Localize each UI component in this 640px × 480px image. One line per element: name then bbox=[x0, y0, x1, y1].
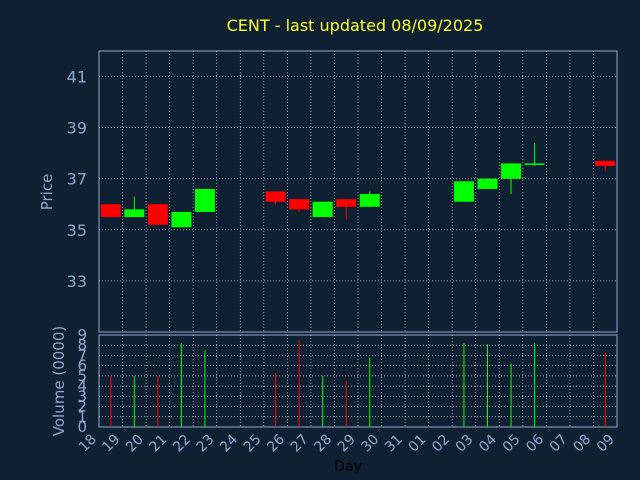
volume-tick-label: 7 bbox=[77, 346, 87, 364]
x-tick-label: 08 bbox=[570, 432, 594, 456]
candle-body bbox=[289, 199, 310, 210]
candle-body bbox=[595, 160, 616, 166]
x-tick-label: 05 bbox=[500, 432, 524, 456]
price-tick-label: 37 bbox=[67, 170, 87, 189]
volume-tick-label: 4 bbox=[77, 377, 87, 395]
price-tick-label: 41 bbox=[67, 68, 87, 87]
x-tick-label: 06 bbox=[523, 431, 547, 455]
volume-tick-label: 8 bbox=[77, 336, 87, 354]
price-tick-label: 39 bbox=[67, 119, 87, 138]
volume-tick-label: 6 bbox=[77, 357, 87, 375]
volume-panel bbox=[98, 334, 618, 428]
x-tick-label: 28 bbox=[311, 432, 335, 456]
candle-body bbox=[312, 201, 333, 218]
x-tick-label: 01 bbox=[406, 432, 430, 456]
x-tick-label: 30 bbox=[358, 432, 382, 456]
candle-body bbox=[453, 181, 474, 202]
x-tick-label: 09 bbox=[594, 432, 618, 456]
volume-tick-label: 2 bbox=[77, 398, 87, 416]
volume-tick-label: 0 bbox=[77, 418, 87, 436]
x-tick-label: 02 bbox=[429, 432, 453, 456]
x-tick-label: 26 bbox=[264, 431, 288, 455]
x-tick-label: 20 bbox=[123, 432, 147, 456]
candle-body bbox=[100, 204, 121, 218]
x-tick-label: 31 bbox=[382, 432, 406, 456]
price-tick-label: 33 bbox=[67, 272, 87, 291]
candle-body bbox=[336, 199, 357, 207]
x-tick-label: 27 bbox=[288, 432, 312, 456]
price-axis-label: Price bbox=[38, 174, 56, 211]
x-tick-label: 23 bbox=[194, 432, 218, 456]
candle-body bbox=[171, 211, 192, 228]
x-tick-label: 19 bbox=[99, 432, 123, 456]
price-panel bbox=[98, 50, 618, 333]
x-tick-label: 22 bbox=[170, 432, 194, 456]
x-tick-label: 07 bbox=[547, 432, 571, 456]
candle-body bbox=[524, 163, 545, 165]
x-tick-label: 04 bbox=[476, 431, 500, 455]
x-axis-label: Day bbox=[334, 459, 362, 475]
price-tick-label: 35 bbox=[67, 221, 87, 240]
candle-body bbox=[359, 194, 380, 207]
volume-tick-label: 5 bbox=[77, 367, 87, 385]
candle-body bbox=[501, 163, 522, 179]
candle-body bbox=[124, 209, 145, 218]
candle-body bbox=[147, 204, 168, 225]
x-tick-label: 25 bbox=[241, 432, 265, 456]
volume-tick-label: 3 bbox=[77, 387, 87, 405]
x-tick-label: 29 bbox=[335, 432, 359, 456]
chart-title: CENT - last updated 08/09/2025 bbox=[227, 16, 484, 35]
volume-axis-label: Volume (0000) bbox=[50, 326, 68, 436]
x-tick-label: 03 bbox=[453, 432, 477, 456]
candle-body bbox=[265, 191, 286, 202]
candle-body bbox=[194, 188, 215, 212]
volume-tick-label: 1 bbox=[77, 408, 87, 426]
x-tick-label: 21 bbox=[147, 432, 171, 456]
candle-body bbox=[477, 178, 498, 189]
volume-tick-label: 9 bbox=[77, 326, 87, 344]
x-tick-label: 24 bbox=[217, 431, 241, 455]
